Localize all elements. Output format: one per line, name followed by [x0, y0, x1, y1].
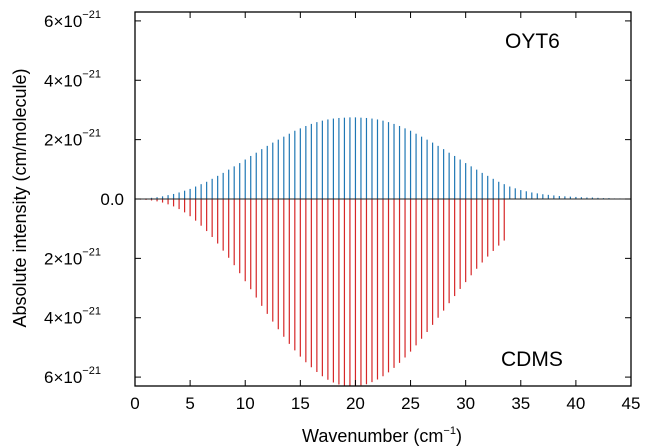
y-tick-label: 6×10−21 — [44, 9, 101, 31]
y-tick-label: 2×10−21 — [44, 128, 101, 150]
x-tick-label: 0 — [130, 394, 139, 413]
x-axis-ticks: 0 5 10 15 20 25 30 35 40 45 — [130, 12, 640, 413]
x-tick-label: 30 — [456, 394, 475, 413]
x-tick-label: 10 — [236, 394, 255, 413]
oyt6-bars — [139, 117, 627, 199]
x-tick-label: 45 — [622, 394, 641, 413]
y-tick-label: 4×10−21 — [44, 306, 101, 328]
series-label-cdms: CDMS — [501, 348, 563, 371]
x-tick-label: 35 — [511, 394, 530, 413]
x-tick-label: 20 — [346, 394, 365, 413]
x-tick-label: 40 — [566, 394, 585, 413]
x-tick-label: 15 — [291, 394, 310, 413]
x-axis-label: Wavenumber (cm−1) — [302, 425, 462, 446]
y-tick-label: 4×10−21 — [44, 68, 101, 90]
y-tick-label: 2×10−21 — [44, 246, 101, 268]
y-axis-label: Absolute intensity (cm/molecule) — [10, 68, 30, 327]
y-tick-label: 0.0 — [100, 190, 124, 209]
series-label-oyt6: OYT6 — [505, 30, 560, 53]
x-tick-label: 5 — [185, 394, 194, 413]
x-tick-label: 25 — [401, 394, 420, 413]
y-tick-label: 6×10−21 — [44, 365, 101, 387]
y-axis-ticks: 6×10−21 4×10−21 2×10−21 0.0 2×10−21 4×10−21 6×… — [44, 9, 631, 387]
cdms-bars — [139, 199, 505, 386]
